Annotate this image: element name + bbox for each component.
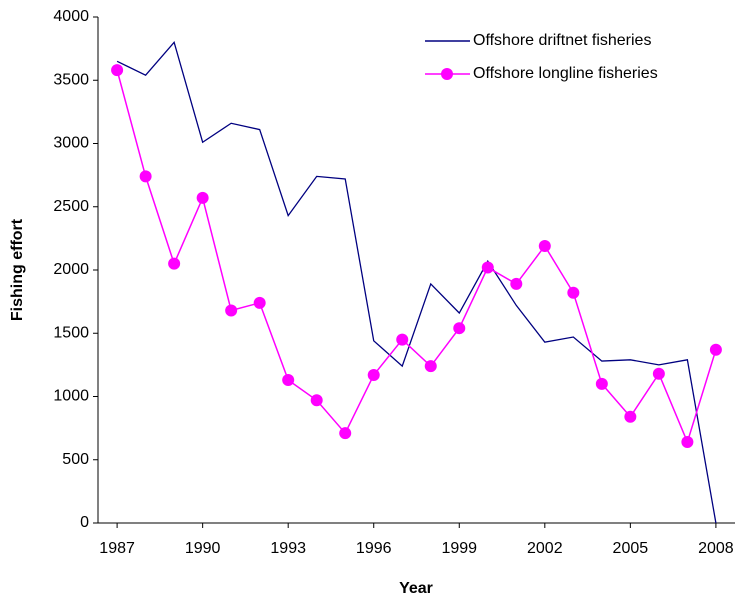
- data-point: [453, 322, 466, 335]
- data-point: [567, 286, 580, 299]
- data-point: [481, 261, 494, 274]
- data-point: [595, 377, 608, 390]
- x-tick-label: 1996: [356, 540, 392, 557]
- legend-label: Offshore driftnet fisheries: [473, 32, 651, 49]
- data-point: [225, 304, 238, 317]
- y-tick-label: 4000: [53, 8, 89, 25]
- y-tick-label: 1500: [53, 324, 89, 341]
- x-tick-label: 1987: [99, 540, 135, 557]
- data-point: [253, 296, 266, 309]
- x-tick-label: 2008: [698, 540, 734, 557]
- y-tick-label: 3500: [53, 71, 89, 88]
- y-tick-label: 0: [80, 514, 89, 531]
- y-tick-label: 2000: [53, 261, 89, 278]
- data-point: [681, 436, 694, 449]
- x-tick-label: 1990: [185, 540, 221, 557]
- data-point: [538, 239, 551, 252]
- x-tick-label: 1999: [441, 540, 477, 557]
- y-tick-label: 1000: [53, 388, 89, 405]
- data-point: [396, 333, 409, 346]
- data-point: [624, 410, 637, 423]
- x-axis-label: Year: [399, 580, 433, 597]
- data-point: [139, 170, 152, 183]
- series-line: [116, 40, 717, 524]
- y-tick-label: 500: [62, 451, 89, 468]
- legend-marker: [441, 68, 453, 80]
- data-point: [510, 277, 523, 290]
- data-point: [310, 394, 323, 407]
- x-tick-label: 2005: [613, 540, 649, 557]
- data-point: [196, 191, 209, 204]
- data-point: [424, 360, 437, 373]
- legend-label: Offshore longline fisheries: [473, 65, 658, 82]
- data-point: [367, 368, 380, 381]
- series-line: [116, 69, 717, 445]
- y-axis-label: Fishing effort: [9, 218, 26, 321]
- x-tick-label: 2002: [527, 540, 563, 557]
- data-point: [111, 64, 124, 77]
- data-point: [339, 427, 352, 440]
- y-tick-label: 2500: [53, 198, 89, 215]
- data-point: [652, 367, 665, 380]
- data-point: [709, 343, 722, 356]
- data-point: [168, 257, 181, 270]
- x-tick-label: 1993: [270, 540, 306, 557]
- y-tick-label: 3000: [53, 135, 89, 152]
- data-point: [282, 374, 295, 387]
